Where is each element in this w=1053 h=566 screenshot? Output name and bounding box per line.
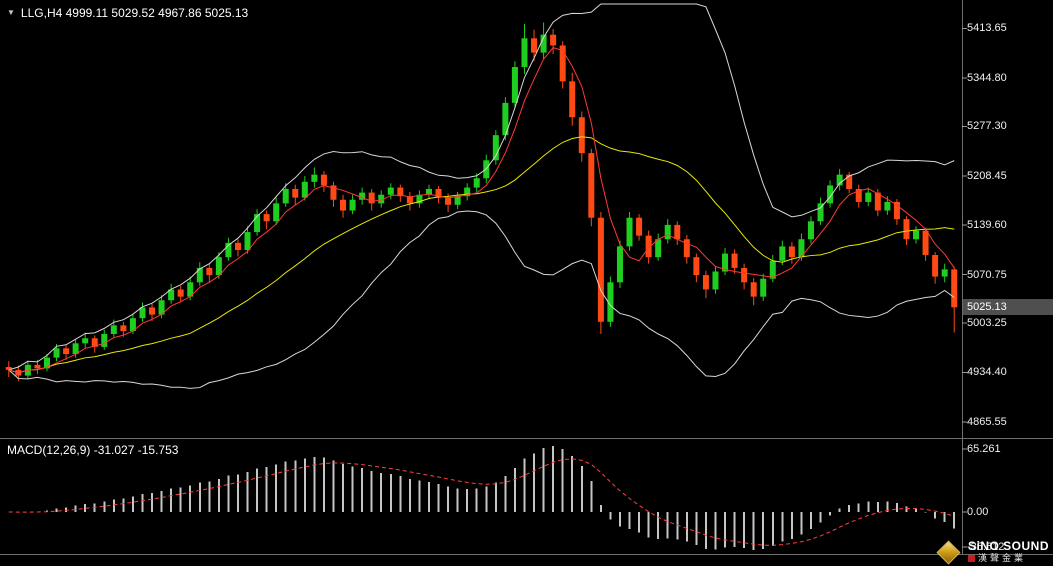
price-axis-label: 5344.80 [967, 71, 1007, 84]
price-axis-label: 5003.25 [967, 317, 1007, 330]
price-axis-label: 4865.55 [967, 415, 1007, 428]
triangle-down-icon: ▼ [7, 8, 15, 17]
symbol-ohlc-label: LLG,H4 4999.11 5029.52 4967.86 5025.13 [20, 6, 249, 20]
sino-sound-logo-icon [936, 539, 962, 565]
price-axis-label: 5139.60 [967, 219, 1007, 232]
watermark: SiNO SOUND 漢聲金業 [936, 539, 1049, 565]
watermark-company-text: 漢聲金業 [977, 552, 1026, 563]
price-axis-label: 5070.75 [967, 268, 1007, 281]
watermark-accent [967, 555, 975, 563]
price-axis-label: 5277.30 [967, 120, 1007, 133]
macd-axis-label: -35.612 [967, 541, 1005, 553]
macd-axis-label: 65.261 [967, 443, 1001, 455]
price-axis-label: 5413.65 [967, 22, 1007, 35]
chart-title: ▼ LLG,H4 4999.11 5029.52 4967.86 5025.13 [7, 6, 248, 20]
macd-axis-label: 0.00 [967, 506, 989, 518]
price-axis-label: 4934.40 [967, 366, 1007, 379]
watermark-brand: SiNO SOUND [967, 539, 1049, 554]
macd-label: MACD(12,26,9) -31.027 -15.753 [7, 443, 179, 457]
current-price-tag: 5025.13 [963, 299, 1053, 316]
price-axis-label: 5208.45 [967, 169, 1007, 182]
watermark-company: 漢聲金業 [967, 552, 1049, 564]
